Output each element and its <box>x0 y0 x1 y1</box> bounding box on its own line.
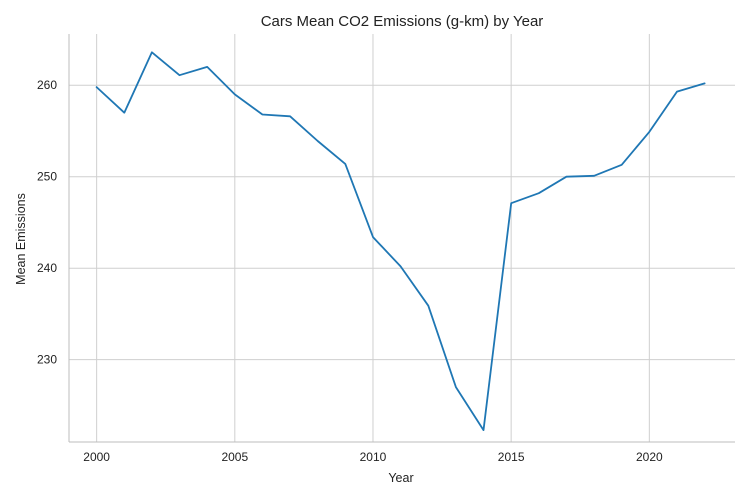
chart-title: Cars Mean CO2 Emissions (g-km) by Year <box>261 13 544 30</box>
y-tick-labels: 230 240 250 260 <box>37 78 57 366</box>
data-point <box>453 385 458 390</box>
data-point <box>481 428 486 433</box>
x-tick-label: 2020 <box>636 450 663 464</box>
data-point <box>149 50 154 55</box>
data-point <box>398 264 403 269</box>
data-point <box>260 112 265 117</box>
data-point <box>592 173 597 178</box>
x-tick-label: 2010 <box>360 450 387 464</box>
data-point <box>288 114 293 119</box>
series-line <box>95 51 706 432</box>
grid <box>69 34 735 442</box>
data-point <box>647 129 652 134</box>
data-point <box>315 139 320 144</box>
data-point <box>702 81 707 86</box>
data-point <box>564 174 569 179</box>
data-point <box>674 89 679 94</box>
x-tick-label: 2005 <box>221 450 248 464</box>
data-point <box>94 85 99 90</box>
y-tick-label: 230 <box>37 353 57 367</box>
x-tick-label: 2015 <box>498 450 525 464</box>
data-point <box>370 235 375 240</box>
data-point <box>426 303 431 308</box>
x-tick-label: 2000 <box>83 450 110 464</box>
data-point <box>232 92 237 97</box>
y-axis-title: Mean Emissions <box>14 193 28 285</box>
data-point <box>509 201 514 206</box>
axes-spines <box>68 34 735 443</box>
data-point <box>205 64 210 69</box>
data-point <box>122 110 127 115</box>
y-tick-label: 260 <box>37 78 57 92</box>
x-tick-labels: 2000 2005 2010 2015 2020 <box>83 450 663 464</box>
data-point <box>177 73 182 78</box>
series <box>94 50 707 433</box>
x-axis-title: Year <box>388 471 413 485</box>
y-tick-label: 250 <box>37 170 57 184</box>
data-point <box>343 161 348 166</box>
data-point <box>619 162 624 167</box>
data-point <box>536 191 541 196</box>
y-tick-label: 240 <box>37 261 57 275</box>
